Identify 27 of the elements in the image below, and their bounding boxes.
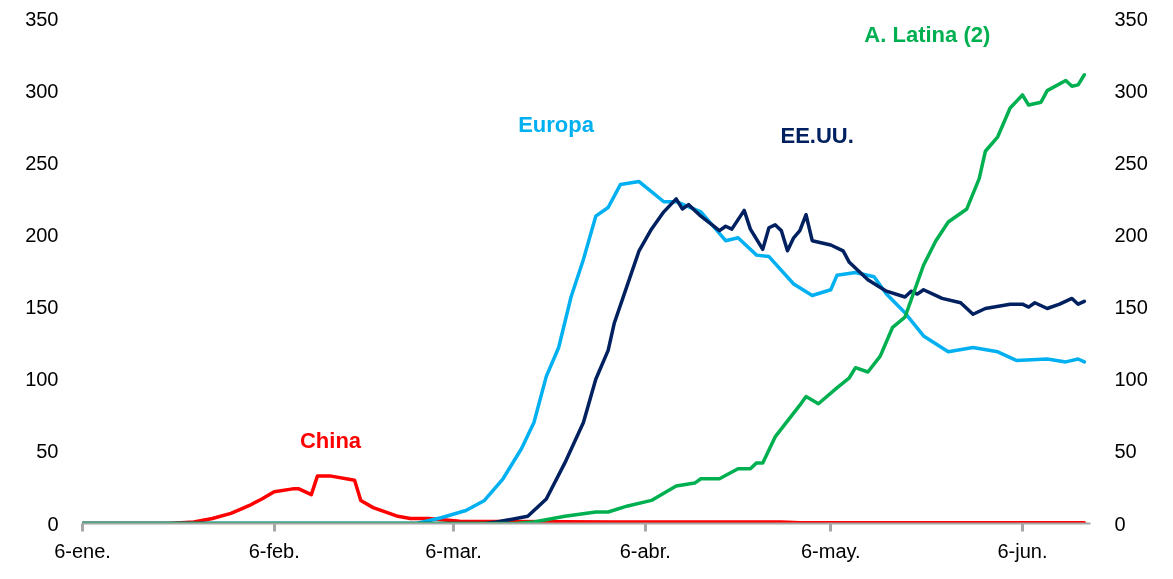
y-tick-label: 250 xyxy=(25,151,59,174)
y-tick-label: 150 xyxy=(25,296,59,319)
y2-tick-label: 350 xyxy=(1114,7,1148,30)
x-tick-label: 6-jun. xyxy=(997,539,1048,562)
y-tick-label: 200 xyxy=(25,223,59,246)
text: A. Latina (2) xyxy=(864,22,991,48)
y2-tick-label: 150 xyxy=(1114,296,1148,319)
x-tick-label: 6-ene. xyxy=(54,539,111,562)
x-tick-label: 6-mar. xyxy=(425,539,482,562)
y2-tick-label: 200 xyxy=(1114,223,1148,246)
y-tick-label: 350 xyxy=(25,7,59,30)
x-tick-label: 6-abr. xyxy=(619,539,671,562)
text: EE.UU. xyxy=(780,123,854,149)
text: Europa xyxy=(518,112,595,138)
x-tick-label: 6-may. xyxy=(800,539,861,562)
y-tick-label: 50 xyxy=(36,440,59,463)
y-tick-label: 0 xyxy=(47,512,59,535)
line-series xyxy=(82,73,1087,524)
series-label: China xyxy=(299,428,362,454)
y2-tick-label: 300 xyxy=(1114,79,1148,102)
y2-tick-label: 50 xyxy=(1114,440,1137,463)
y2-tick-label: 100 xyxy=(1114,368,1148,391)
y2-tick-label: 0 xyxy=(1114,512,1126,535)
y2-tick-label: 250 xyxy=(1114,151,1148,174)
y-tick-label: 100 xyxy=(25,368,59,391)
y-tick-label: 300 xyxy=(25,79,59,102)
x-tick-label: 6-feb. xyxy=(248,539,300,562)
